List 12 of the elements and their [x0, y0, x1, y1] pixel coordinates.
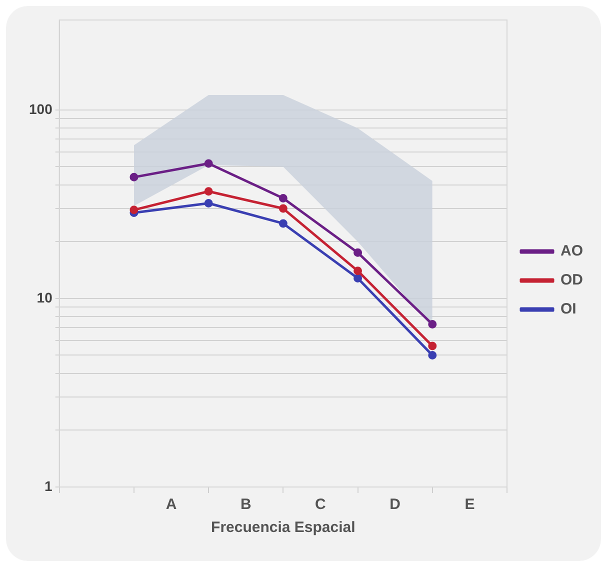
x-tick-label: A	[166, 496, 177, 514]
y-tick-label: 1	[44, 478, 53, 494]
x-axis-title: Frecuencia Espacial	[211, 519, 356, 536]
legend-label: OD	[560, 272, 584, 289]
legend-label: AO	[560, 242, 584, 260]
x-tick-label: B	[240, 496, 252, 514]
x-tick-label: C	[315, 496, 326, 514]
x-tick-label: E	[464, 496, 475, 514]
legend-label: OI	[560, 300, 576, 318]
y-tick-label: 10	[36, 289, 53, 306]
x-tick-label: D	[390, 496, 401, 514]
y-tick-label: 100	[29, 100, 53, 117]
